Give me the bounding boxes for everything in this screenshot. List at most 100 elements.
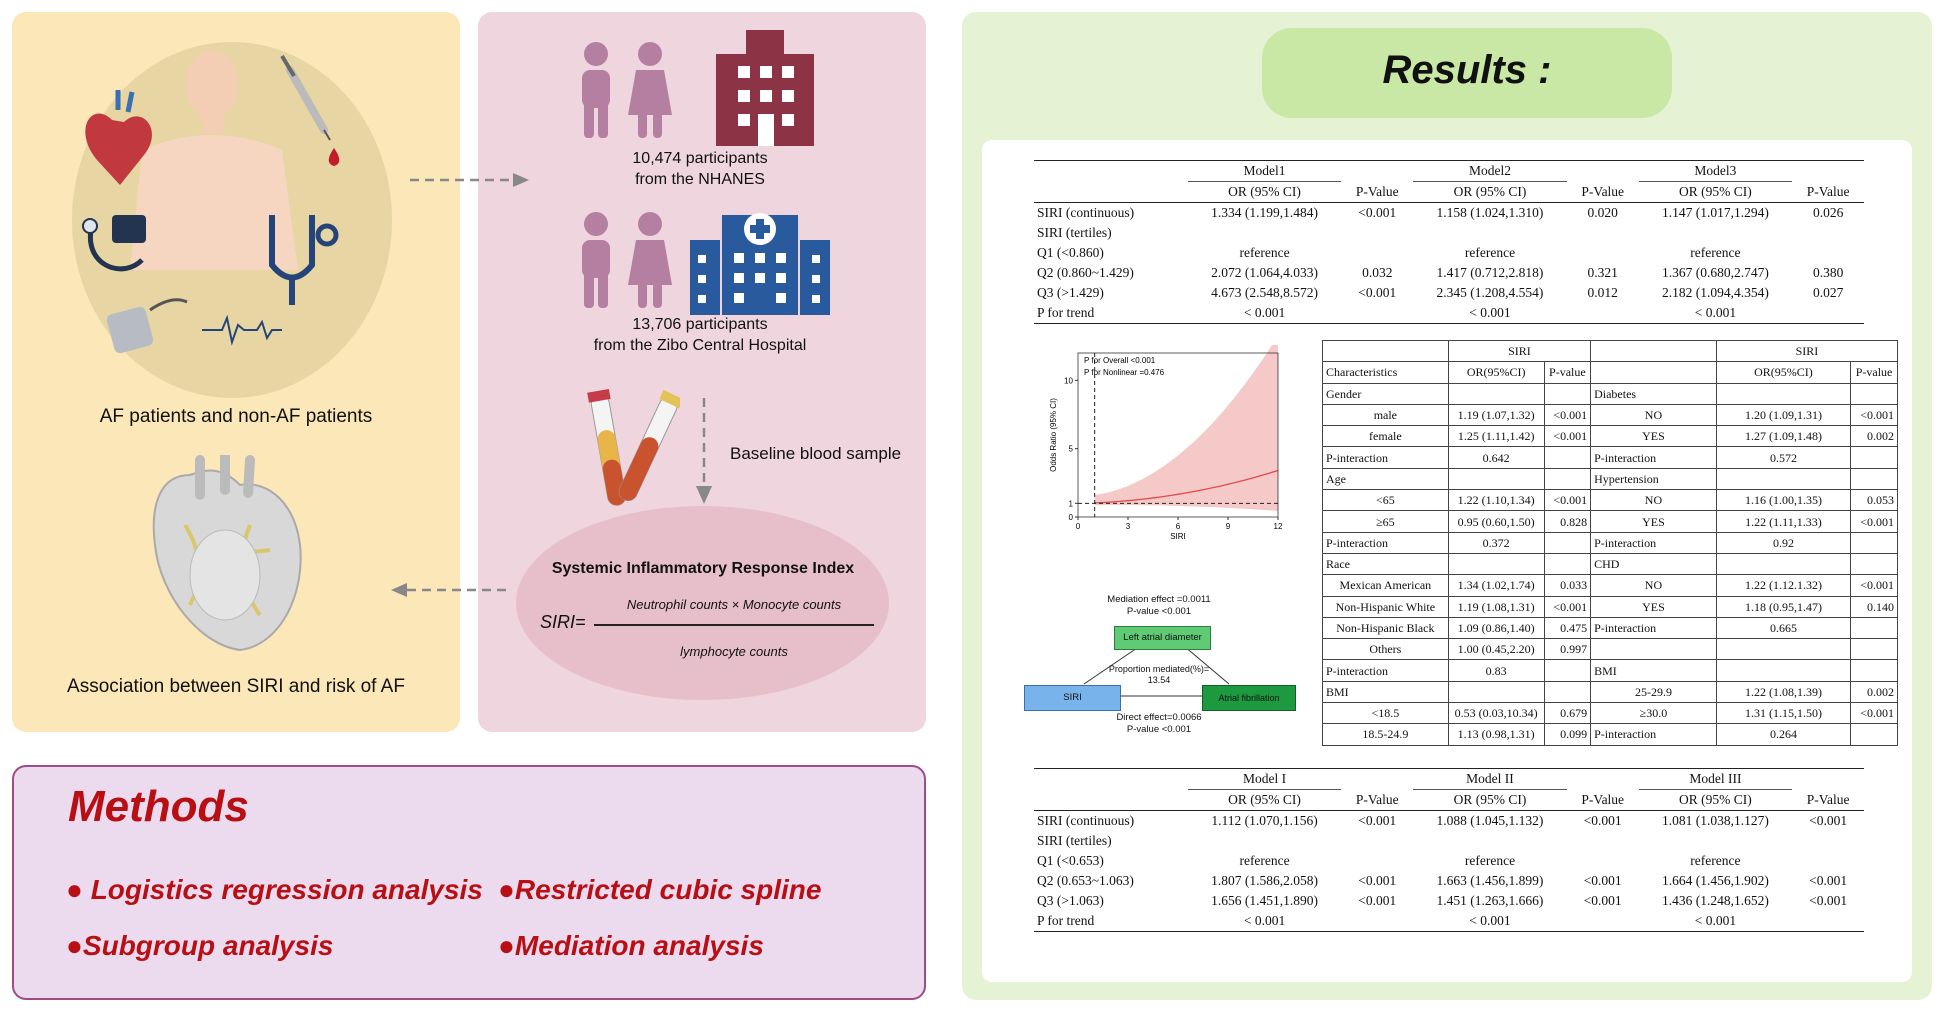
subgroup-row: P-interaction 0.642 P-interaction 0.572 xyxy=(1322,446,1898,469)
header-blank xyxy=(1034,768,1188,790)
bullet: ● xyxy=(66,930,83,961)
table-row: Q2 (0.860~1.429) 2.072 (1.064,4.033) 0.032… xyxy=(1034,263,1864,283)
subgroup-label xyxy=(1590,638,1717,661)
subgroup-cell xyxy=(1543,467,1592,491)
table-cell: <0.001 xyxy=(1809,873,1848,888)
row-label: P for trend xyxy=(1034,911,1188,932)
bullet: ● xyxy=(66,874,83,905)
table-cell: < 0.001 xyxy=(1413,911,1567,932)
table-cell: 1.334 (1.199,1.484) xyxy=(1211,205,1318,220)
table-cell: reference xyxy=(1690,853,1741,868)
x-tick-label: 3 xyxy=(1126,522,1131,531)
anatomical-heart-illustration xyxy=(152,455,302,652)
bullet: ● xyxy=(498,874,515,905)
subgroup-cell xyxy=(1715,382,1852,405)
or-curve xyxy=(1094,469,1279,504)
table-cell: 2.182 (1.094,4.354) xyxy=(1661,285,1769,300)
table-cell: <0.001 xyxy=(1809,893,1848,908)
subgroup-cell: 1.34 (1.02,1.74) xyxy=(1447,574,1545,597)
method-label: Mediation analysis xyxy=(514,930,764,961)
table-cell: 2.072 (1.064,4.033) xyxy=(1211,265,1318,280)
header-spacer xyxy=(1792,160,1864,182)
subgroup-cell: 1.16 (1.00,1.35) xyxy=(1715,489,1852,512)
subgroup-cell: 0.099 xyxy=(1543,723,1592,746)
arrow-down-icon xyxy=(696,398,712,504)
table-cell: 1.436 (1.248,1.652) xyxy=(1661,893,1769,908)
table-cell: < 0.001 xyxy=(1638,303,1793,324)
row-label: SIRI (tertiles) xyxy=(1037,833,1112,848)
subgroup-row: Non-Hispanic Black 1.09 (0.86,1.40) 0.475 P… xyxy=(1322,616,1898,640)
header-row: Model I Model II Model III xyxy=(1034,768,1864,790)
table-cell: 1.656 (1.451,1.890) xyxy=(1211,893,1318,908)
or-header: OR (95% CI) xyxy=(1187,181,1342,203)
p-header: P-Value xyxy=(1341,789,1414,811)
subgroup-cell xyxy=(1850,552,1898,576)
subgroup-cell: 1.22 (1.11,1.33) xyxy=(1715,510,1852,533)
or-header: OR (95% CI) xyxy=(1413,181,1567,203)
method-item-logistic: ● Logistics regression analysis xyxy=(66,874,483,906)
subgroup-row: Race CHD xyxy=(1322,552,1898,576)
table-cell: 1.158 (1.024,1.310) xyxy=(1436,205,1544,220)
subgroup-row: Age Hypertension xyxy=(1322,467,1898,491)
nhanes-source: from the NHANES xyxy=(635,171,765,188)
row-label: Q2 (0.653~1.063) xyxy=(1037,873,1134,888)
table-cell: reference xyxy=(1239,245,1290,260)
subgroup-cell: 0.679 xyxy=(1543,702,1592,725)
table-cell xyxy=(1792,223,1864,243)
subgroup-label: P-interaction xyxy=(1590,723,1717,746)
table-cell: reference xyxy=(1464,245,1516,260)
human-body-icon xyxy=(130,51,298,270)
bullet: ● xyxy=(498,930,515,961)
subgroup-cell: 1.09 (0.86,1.40) xyxy=(1447,616,1545,640)
table-cell xyxy=(1341,243,1413,263)
subgroup-label: Non-Hispanic White xyxy=(1322,595,1449,618)
row-label: P for trend xyxy=(1034,303,1188,324)
subgroup-cell xyxy=(1543,531,1592,554)
direct-effect: Direct effect=0.0066 xyxy=(1116,712,1202,723)
subgroup-label: CHD xyxy=(1590,552,1717,576)
siri-title: Systemic Inflammatory Response Index xyxy=(551,560,855,577)
x-tick-label: 6 xyxy=(1176,522,1181,531)
table-cell: 0.380 xyxy=(1812,265,1844,280)
subgroup-cell: 0.572 xyxy=(1715,446,1852,469)
subgroup-cell: 1.19 (1.08,1.31) xyxy=(1447,595,1545,618)
fraction-bar xyxy=(594,624,874,626)
table-cell: <0.001 xyxy=(1358,285,1397,300)
column-header: P-value xyxy=(1543,361,1592,384)
p-overall: P for Overall <0.001 xyxy=(1084,356,1156,365)
row-label: Q1 (<0.653) xyxy=(1037,853,1104,868)
or-header: OR (95% CI) xyxy=(1187,789,1342,811)
confidence-band xyxy=(1094,345,1278,511)
subgroup-cell: 1.27 (1.09,1.48) xyxy=(1715,425,1852,448)
mediation-diagram: Mediation effect =0.0011 P-value <0.001 … xyxy=(1024,594,1296,744)
people-icon xyxy=(582,42,672,138)
subheader-row: OR (95% CI) P-Value OR (95% CI) P-Value OR (… xyxy=(1034,181,1864,203)
subgroup-label: male xyxy=(1322,403,1449,427)
table-cell: 0.020 xyxy=(1587,205,1618,220)
subgroup-row: P-interaction 0.372 P-interaction 0.92 xyxy=(1322,531,1898,554)
blood-tubes-icon xyxy=(587,388,680,506)
subgroup-cell xyxy=(1447,680,1545,704)
subgroup-cell: 1.18 (0.95,1.47) xyxy=(1715,595,1852,618)
blank xyxy=(1590,339,1717,363)
table-cell: < 0.001 xyxy=(1187,303,1342,324)
p-header: P-Value xyxy=(1566,181,1639,203)
patient-illustration xyxy=(72,42,392,398)
subgroup-row: Mexican American 1.34 (1.02,1.74) 0.033 NO 1… xyxy=(1322,574,1898,597)
table-cell: <0.001 xyxy=(1358,205,1397,220)
table-cell: 1.663 (1.456,1.899) xyxy=(1436,873,1544,888)
p-nonlinear: P for Nonlinear =0.476 xyxy=(1084,368,1165,377)
table-row: SIRI (continuous) 1.334 (1.199,1.484) <0.0… xyxy=(1034,203,1864,224)
table-cell xyxy=(1341,831,1413,851)
zibo-count: 13,706 participants xyxy=(632,316,768,333)
x-tick-label: 12 xyxy=(1274,522,1283,531)
nhanes-model-table: Model1 Model2 Model3 OR (95% CI) P-Value OR (… xyxy=(1034,160,1864,324)
subgroup-cell xyxy=(1543,446,1592,469)
subgroup-table: SIRI SIRI Characteristics OR(95%CI) P-value O… xyxy=(1322,339,1899,746)
table-cell: 0.027 xyxy=(1812,285,1844,300)
subgroup-cell xyxy=(1543,659,1592,682)
table-row: P for trend < 0.001 < 0.001 < 0.001 xyxy=(1034,303,1864,324)
y-axis-label: Odds Ratio (95% CI) xyxy=(1049,398,1058,472)
table-cell: reference xyxy=(1690,245,1741,260)
table-cell xyxy=(1792,243,1864,263)
